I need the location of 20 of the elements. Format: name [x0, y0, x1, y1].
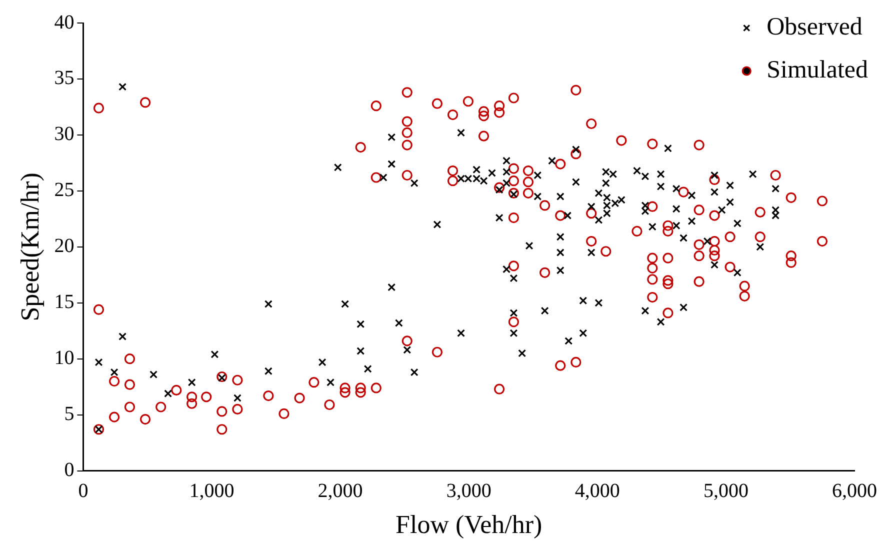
y-tick-label: 5 [64, 403, 74, 426]
x-tick-label: 5,000 [703, 480, 748, 502]
x-tick-label: 3,000 [446, 480, 492, 502]
x-tick-label: 0 [78, 480, 88, 502]
y-tick-label: 40 [54, 11, 74, 34]
x-tick-label: 4,000 [574, 480, 620, 502]
x-tick-label: 1,000 [189, 480, 234, 502]
y-tick-label: 15 [54, 291, 74, 314]
x-tick-label: 2,000 [318, 480, 363, 502]
x-tick-label: 6,000 [832, 480, 877, 502]
x-axis-title: Flow (Veh/hr) [396, 510, 542, 540]
y-tick-label: 0 [64, 459, 74, 482]
y-tick-label: 10 [54, 347, 74, 370]
y-tick-label: 35 [54, 67, 74, 90]
legend-label: Simulated [766, 56, 868, 84]
y-tick-label: 30 [54, 123, 74, 146]
y-axis-title: Speed(Km/hr) [15, 172, 44, 322]
legend-label: Observed [766, 14, 863, 41]
y-tick-label: 25 [54, 179, 74, 202]
y-tick-label: 20 [54, 235, 74, 258]
